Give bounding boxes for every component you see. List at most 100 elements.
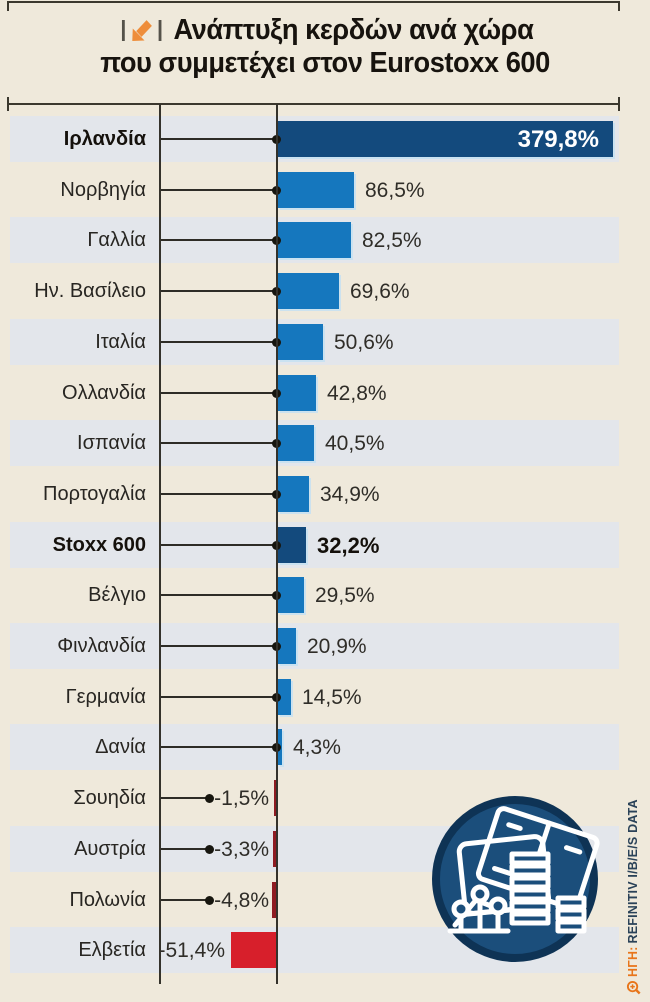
row-stripe bbox=[10, 724, 619, 771]
category-label: Νορβηγία bbox=[60, 178, 146, 201]
source-credit: ΗΓΗ: REFINITIV I/B/E/S DATA bbox=[624, 755, 642, 995]
chart-row: Γαλλία 82,5% bbox=[0, 217, 650, 264]
category-label: Ιρλανδία bbox=[63, 128, 146, 150]
bar bbox=[278, 374, 316, 411]
rule-tick bbox=[7, 97, 9, 111]
axis-top-rule bbox=[7, 97, 620, 111]
chart-row: Βέλγιο 29,5% bbox=[0, 572, 650, 618]
value-label: 4,3% bbox=[293, 736, 341, 760]
value-label: -51,4% bbox=[158, 939, 225, 963]
value-label: 34,9% bbox=[320, 482, 380, 506]
bar bbox=[278, 323, 323, 360]
rule-tick bbox=[7, 1, 9, 11]
value-label: -4,8% bbox=[214, 888, 269, 912]
chart-title: Ανάπτυξη κερδών ανά χώρα που συμμετέχει … bbox=[20, 14, 631, 80]
chart-row: Ολλανδία 42,8% bbox=[0, 370, 650, 416]
leader-line bbox=[160, 138, 276, 140]
category-label: Ιταλία bbox=[95, 330, 146, 353]
leader-dot bbox=[205, 794, 214, 804]
chart-row: Ισπανία 40,5% bbox=[0, 420, 650, 467]
row-stripe bbox=[10, 420, 619, 467]
chart-row: Δανία 4,3% bbox=[0, 724, 650, 771]
bar bbox=[273, 830, 276, 867]
value-label: 379,8% bbox=[517, 126, 599, 153]
bar bbox=[278, 577, 304, 614]
bar bbox=[278, 628, 296, 664]
bar bbox=[278, 475, 309, 512]
label-guide-line bbox=[159, 104, 161, 984]
value-label: 69,6% bbox=[350, 280, 410, 304]
category-label: Πορτογαλία bbox=[43, 482, 146, 505]
analytics-badge-logo bbox=[432, 796, 600, 962]
leader-line bbox=[160, 340, 276, 343]
leader-line bbox=[160, 188, 276, 191]
small-block-column-icon bbox=[555, 895, 587, 934]
leader-line bbox=[160, 695, 276, 698]
bar bbox=[231, 932, 276, 969]
bar bbox=[278, 171, 354, 208]
leader-line bbox=[160, 594, 276, 597]
bar bbox=[278, 121, 613, 157]
down-left-arrow-icon bbox=[132, 20, 153, 41]
title-text-line2: που συμμετέχει στον Eurostoxx 600 bbox=[100, 47, 550, 79]
chart-row: Ιρλανδία 379,8% bbox=[0, 116, 650, 162]
title-divider bbox=[158, 20, 162, 41]
top-rule bbox=[7, 1, 620, 11]
category-label: Βέλγιο bbox=[88, 584, 146, 607]
leader-line bbox=[160, 746, 276, 749]
chart-row: Γερμανία 14,5% bbox=[0, 674, 650, 720]
leader-line bbox=[160, 645, 276, 647]
category-label: Δανία bbox=[95, 736, 146, 759]
value-label: 86,5% bbox=[365, 178, 425, 202]
value-label: 50,6% bbox=[334, 330, 394, 354]
chart-row: Ιταλία 50,6% bbox=[0, 318, 650, 365]
source-text: REFINITIV I/B/E/S DATA bbox=[626, 799, 640, 944]
value-label: -3,3% bbox=[214, 837, 269, 861]
chart-title-line1: Ανάπτυξη κερδών ανά χώρα bbox=[20, 14, 631, 47]
value-label: -1,5% bbox=[214, 787, 269, 811]
leader-line bbox=[160, 239, 276, 242]
leader-line bbox=[160, 797, 209, 800]
chart-row: Πολωνία -4,8% bbox=[0, 877, 650, 923]
title-divider bbox=[122, 20, 126, 41]
bar bbox=[278, 526, 306, 563]
bar bbox=[272, 881, 276, 918]
leader-line bbox=[160, 442, 276, 445]
leader-line bbox=[160, 391, 276, 394]
rule-tick bbox=[618, 97, 620, 111]
value-label: 40,5% bbox=[325, 432, 385, 456]
title-text-line1: Ανάπτυξη κερδών ανά χώρα bbox=[173, 14, 534, 46]
category-label: Γερμανία bbox=[65, 685, 146, 708]
magnifier-plus-icon bbox=[626, 980, 641, 995]
value-label: 20,9% bbox=[307, 635, 367, 658]
category-label: Ελβετία bbox=[78, 939, 146, 962]
leader-line bbox=[160, 492, 276, 495]
chart-row: Φινλανδία 20,9% bbox=[0, 623, 650, 669]
chart-row: Ην. Βασίλειο 69,6% bbox=[0, 268, 650, 314]
leader-line bbox=[160, 847, 209, 850]
leader-line bbox=[160, 898, 209, 901]
chart-row: Σουηδία -1,5% bbox=[0, 775, 650, 821]
rule-tick bbox=[618, 1, 620, 11]
leader-line bbox=[160, 543, 276, 546]
category-label: Φινλανδία bbox=[57, 635, 146, 657]
category-label: Ην. Βασίλειο bbox=[34, 280, 146, 303]
block-column-icon bbox=[509, 851, 551, 926]
bar bbox=[274, 780, 276, 817]
category-label: Αυστρία bbox=[74, 837, 146, 860]
row-stripe bbox=[10, 623, 619, 669]
value-label: 32,2% bbox=[317, 532, 380, 558]
value-label: 14,5% bbox=[302, 685, 362, 709]
category-label: Ισπανία bbox=[77, 432, 146, 455]
value-label: 82,5% bbox=[362, 229, 422, 253]
category-label: Γαλλία bbox=[87, 229, 146, 252]
bar bbox=[278, 425, 314, 462]
leader-dot bbox=[205, 844, 214, 854]
bar bbox=[278, 222, 351, 259]
leader-line bbox=[160, 290, 276, 293]
category-label: Πολωνία bbox=[69, 888, 146, 911]
dot-chart-icon bbox=[447, 884, 511, 934]
chart-row: Νορβηγία 86,5% bbox=[0, 167, 650, 213]
row-stripe bbox=[10, 521, 619, 568]
